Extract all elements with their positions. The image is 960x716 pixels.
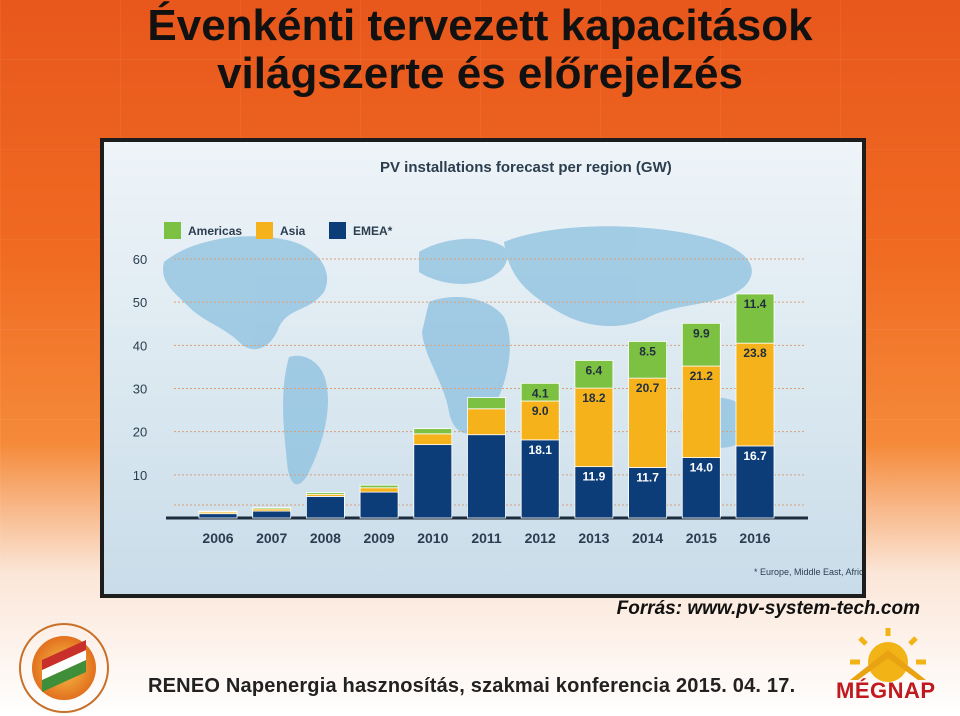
x-tick-label-2014: 2014	[632, 530, 663, 546]
data-label-emea-2016: 16.7	[743, 449, 767, 463]
x-tick-label-2007: 2007	[256, 530, 287, 546]
data-label-americas-2012: 4.1	[532, 386, 549, 400]
x-tick-label-2013: 2013	[578, 530, 609, 546]
bar-americas-2007	[252, 507, 292, 510]
legend-swatch-americas	[164, 222, 181, 239]
bar-emea-2015	[681, 457, 721, 519]
y-tick-label-20: 20	[133, 425, 147, 440]
legend-label-asia: Asia	[280, 224, 306, 238]
bar-americas-2013	[574, 360, 614, 389]
chart-svg: 10 20 30 40 50 60 18.1 9.0 4.1 11.9 18.2 6.4 11.7 20…	[133, 159, 869, 577]
data-label-americas-2014: 8.5	[639, 344, 656, 358]
y-tick-label-30: 30	[133, 382, 147, 397]
title-line-2: világszerte és előrejelzés	[217, 49, 743, 98]
bar-emea-2013	[574, 466, 614, 519]
bars	[198, 293, 775, 519]
bar-asia-2013	[574, 387, 614, 468]
bar-emea-2006	[198, 513, 238, 519]
x-tick-label-2011: 2011	[471, 530, 502, 546]
bar-americas-2015	[681, 322, 721, 367]
source-note: Forrás: www.pv-system-tech.com	[616, 598, 920, 619]
footer-conference-text: RENEO Napenergia hasznosítás, szakmai ko…	[148, 675, 796, 697]
bar-americas-2016	[735, 293, 775, 344]
bar-americas-2011	[467, 397, 506, 410]
y-tick-label-40: 40	[133, 338, 147, 353]
bar-americas-2008	[305, 492, 345, 495]
data-labels: 18.1 9.0 4.1 11.9 18.2 6.4 11.7 20.7 8.5 14.0 21.2…	[529, 297, 767, 485]
x-tick-label-2010: 2010	[417, 530, 448, 546]
x-tick-label-2008: 2008	[310, 530, 341, 546]
chart-footnote: * Europe, Middle East, Africa	[754, 567, 862, 577]
bar-asia-2015	[681, 365, 721, 458]
y-tick-label-10: 10	[133, 468, 147, 483]
legend-label-emea: EMEA*	[353, 224, 393, 238]
bar-asia-2010	[413, 433, 453, 446]
legend: Americas Asia EMEA*	[164, 222, 393, 239]
chart-panel: 10 20 30 40 50 60 18.1 9.0 4.1 11.9 18.2 6.4 11.7 20…	[104, 142, 869, 594]
bar-emea-2011	[467, 434, 506, 519]
bar-asia-2011	[467, 408, 506, 436]
bar-americas-2009	[359, 484, 399, 489]
x-axis-ticks: 2006 2007 2008 2009 2010 2011 2012 2013 2014 2015…	[202, 530, 770, 546]
x-tick-label-2006: 2006	[202, 530, 233, 546]
bar-americas-2014	[628, 341, 667, 379]
x-tick-label-2012: 2012	[525, 530, 556, 546]
chart-title: PV installations forecast per region (GW…	[380, 159, 672, 176]
bar-emea-2014	[628, 467, 667, 519]
legend-label-americas: Americas	[188, 224, 242, 238]
data-label-asia-2013: 18.2	[582, 391, 606, 405]
legend-swatch-emea	[329, 222, 346, 239]
legend-swatch-asia	[256, 222, 273, 239]
bar-americas-2012	[520, 382, 560, 402]
data-label-emea-2012: 18.1	[529, 443, 553, 457]
bar-asia-2012	[520, 400, 560, 441]
data-label-emea-2013: 11.9	[583, 470, 606, 484]
data-label-americas-2016: 11.4	[744, 297, 767, 311]
page-title: Évenkénti tervezett kapacitások világsze…	[0, 2, 960, 98]
bar-emea-2016	[735, 445, 775, 519]
data-label-emea-2014: 11.7	[636, 470, 659, 484]
y-axis-ticks: 10 20 30 40 50 60	[133, 252, 147, 483]
x-tick-label-2016: 2016	[739, 530, 770, 546]
megnap-wordmark: MÉGNAP	[836, 678, 936, 703]
bar-asia-2016	[735, 342, 775, 447]
bar-emea-2008	[305, 496, 345, 519]
bar-americas-2010	[413, 428, 453, 435]
y-tick-label-60: 60	[133, 252, 147, 267]
y-tick-label-50: 50	[133, 295, 147, 310]
data-label-emea-2015: 14.0	[690, 461, 714, 475]
bar-emea-2009	[359, 491, 399, 519]
bar-americas-2006	[198, 510, 238, 513]
x-tick-label-2015: 2015	[686, 530, 717, 546]
bar-asia-2009	[359, 487, 399, 493]
data-label-americas-2013: 6.4	[586, 363, 603, 377]
data-label-asia-2016: 23.8	[743, 346, 767, 360]
data-label-asia-2012: 9.0	[532, 404, 549, 418]
x-tick-label-2009: 2009	[364, 530, 395, 546]
data-label-asia-2014: 20.7	[636, 381, 660, 395]
title-line-1: Évenkénti tervezett kapacitások	[147, 1, 813, 50]
bar-emea-2010	[413, 444, 453, 519]
bar-emea-2012	[520, 439, 560, 519]
chart-frame: 10 20 30 40 50 60 18.1 9.0 4.1 11.9 18.2 6.4 11.7 20…	[100, 138, 869, 598]
megnap-logo	[850, 628, 926, 682]
data-label-asia-2015: 21.2	[690, 369, 714, 383]
bar-asia-2014	[628, 377, 667, 468]
association-seal-logo	[19, 623, 109, 713]
bar-emea-2007	[252, 510, 292, 519]
data-label-americas-2015: 9.9	[693, 326, 710, 340]
